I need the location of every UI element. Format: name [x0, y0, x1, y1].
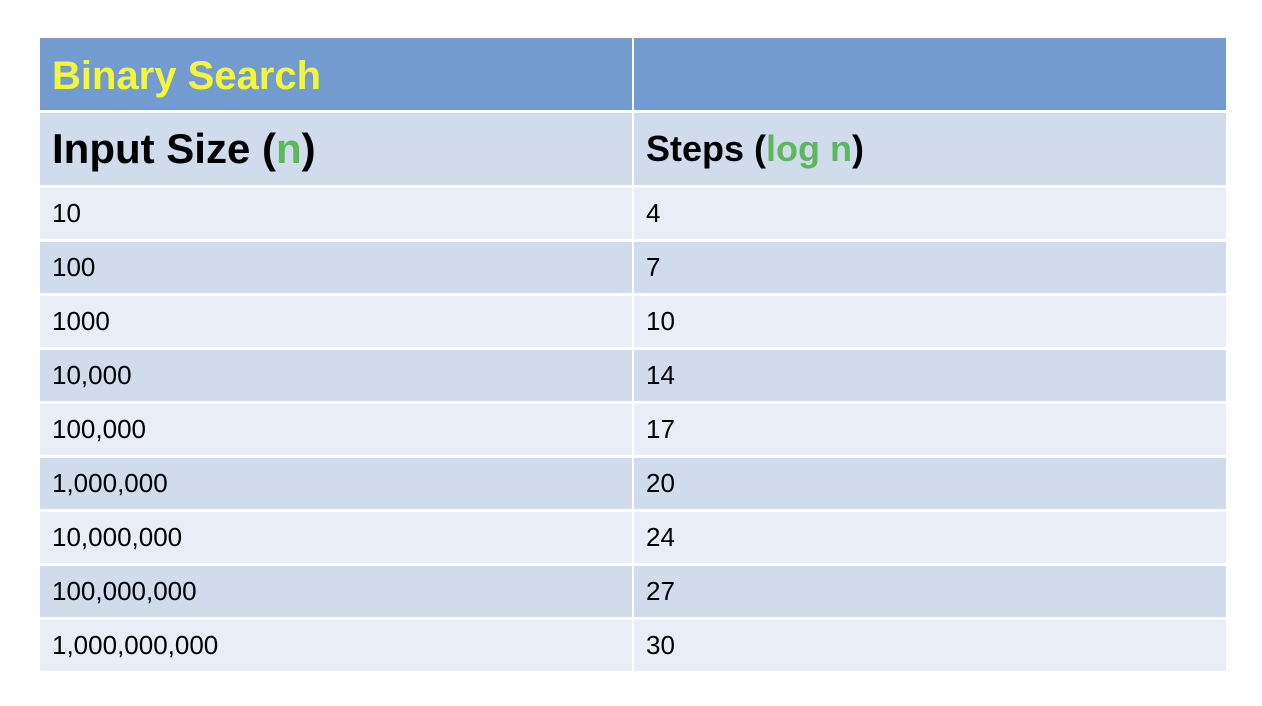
cell-input-size: 1000: [40, 296, 632, 347]
binary-search-table: Binary Search Input Size (n) Steps (log …: [40, 38, 1226, 671]
cell-input-size: 100,000,000: [40, 566, 632, 617]
cell-input-size: 10: [40, 188, 632, 239]
header-steps-suffix: ): [852, 128, 865, 169]
cell-input-size: 10,000,000: [40, 512, 632, 563]
header-input-size: Input Size (n): [40, 113, 632, 185]
header-input-size-var: n: [276, 125, 302, 172]
header-steps: Steps (log n): [634, 113, 1226, 185]
cell-steps: 4: [634, 188, 1226, 239]
cell-input-size: 100,000: [40, 404, 632, 455]
table-title: Binary Search: [52, 53, 322, 98]
cell-steps: 20: [634, 458, 1226, 509]
cell-steps: 10: [634, 296, 1226, 347]
cell-input-size: 10,000: [40, 350, 632, 401]
title-cell: Binary Search: [40, 38, 632, 110]
title-cell-empty: [634, 38, 1226, 110]
cell-input-size: 100: [40, 242, 632, 293]
header-steps-prefix: Steps (: [646, 128, 767, 169]
cell-steps: 14: [634, 350, 1226, 401]
header-input-size-prefix: Input Size (: [52, 125, 276, 172]
cell-steps: 17: [634, 404, 1226, 455]
cell-steps: 24: [634, 512, 1226, 563]
header-input-size-suffix: ): [301, 125, 316, 172]
cell-steps: 30: [634, 620, 1226, 671]
cell-input-size: 1,000,000,000: [40, 620, 632, 671]
cell-steps: 7: [634, 242, 1226, 293]
cell-input-size: 1,000,000: [40, 458, 632, 509]
header-steps-var: log n: [766, 128, 853, 169]
cell-steps: 27: [634, 566, 1226, 617]
